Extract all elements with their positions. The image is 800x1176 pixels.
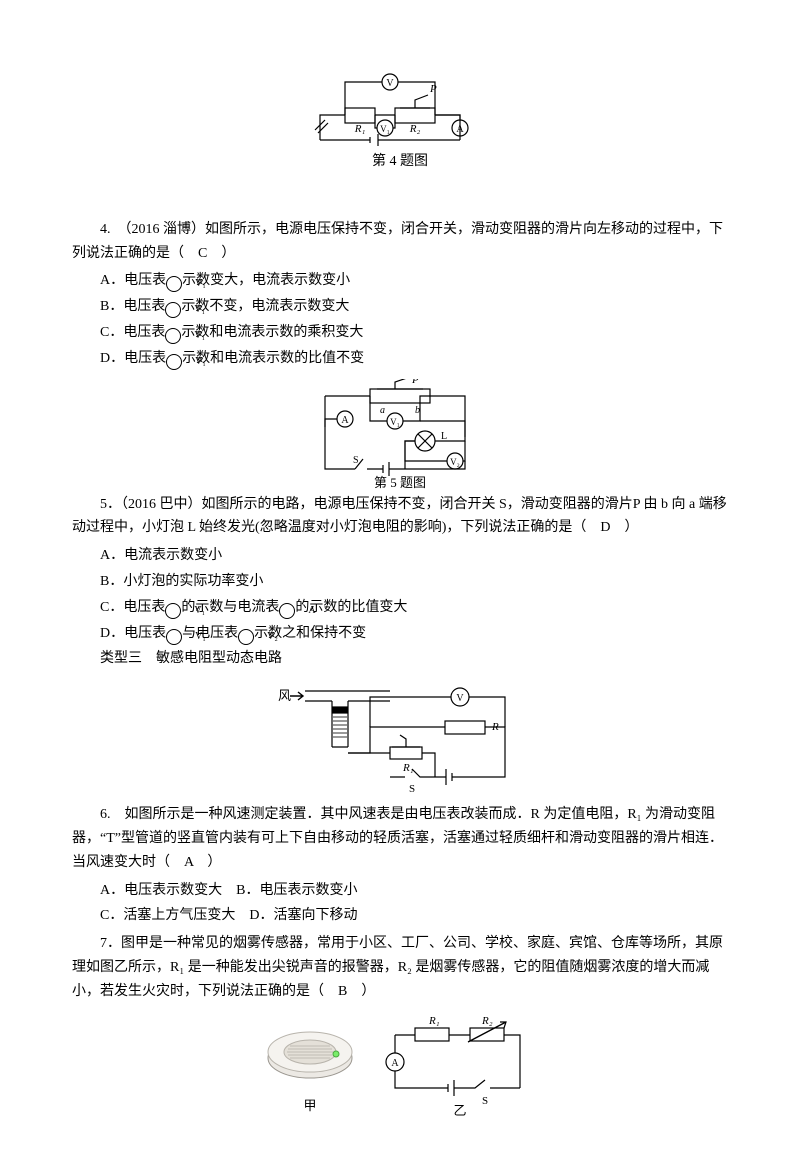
q6-stem: 6. 如图所示是一种风速测定装置．其中风速表是由电压表改装而成．R 为定值电阻，…	[72, 803, 728, 874]
v1-label: V₁	[380, 124, 390, 134]
v1-icon: V₁	[166, 354, 182, 370]
v-label: V	[456, 693, 464, 704]
b-pt: b	[415, 405, 420, 416]
figure-6: 风 V R R₁ S	[72, 677, 728, 797]
q4-opt-a: A．电压表V₁示数变大，电流表示数变小	[72, 269, 728, 293]
v1-icon: V₁	[165, 328, 181, 344]
figure-5-svg: A V₁ V₂ P a b L S 第 5 题图	[315, 379, 485, 489]
page-container: V V₁ A R₁ R₂ P 第 4 题图 4. （2016 淄博）如图所示，电…	[0, 0, 800, 1176]
r-label: R	[491, 721, 499, 733]
s-label: S	[482, 1095, 488, 1107]
fig7-left-caption: 甲	[303, 1098, 316, 1113]
type3-title: 类型三 敏感电阻型动态电路	[72, 647, 728, 671]
r2-label: R₂	[481, 1015, 493, 1027]
v1-icon: V₁	[166, 276, 182, 292]
figure-4: V V₁ A R₁ R₂ P 第 4 题图	[72, 70, 728, 174]
q4-stem: 4. （2016 淄博）如图所示，电源电压保持不变，闭合开关，滑动变阻器的滑片向…	[72, 218, 728, 266]
p-label: P	[429, 83, 437, 95]
s-label: S	[353, 455, 359, 466]
fig5-caption: 第 5 题图	[374, 475, 426, 489]
a-label: A	[341, 415, 349, 426]
q5-opt-b: B．小灯泡的实际功率变小	[72, 570, 728, 594]
q4-opt-c: C．电压表V₁示数和电流表示数的乘积变大	[72, 321, 728, 345]
q5-opt-c: C．电压表V₁的示数与电流表A的示数的比值变大	[72, 596, 728, 620]
v2-label: V₂	[450, 457, 460, 467]
fig7-right-caption: 乙	[453, 1103, 466, 1118]
l-label: L	[441, 431, 447, 442]
a-pt: a	[380, 405, 385, 416]
q5-opt-d: D．电压表V₁与电压表V₂示数之和保持不变	[72, 622, 728, 646]
figure-4-svg: V V₁ A R₁ R₂ P	[300, 70, 500, 150]
a-label: A	[456, 124, 464, 135]
v1-label: V₁	[390, 417, 400, 427]
wind-label: 风	[278, 688, 291, 703]
v1-icon: V₁	[165, 603, 181, 619]
v2-icon: V₂	[238, 629, 254, 645]
q7-stem: 7．图甲是一种常见的烟雾传感器，常用于小区、工厂、公司、学校、家庭、宾馆、仓库等…	[72, 932, 728, 1003]
q5-opt-a: A．电流表示数变小	[72, 544, 728, 568]
figure-7-svg: A R₁ R₂ S 甲 乙	[250, 1010, 550, 1130]
s-label: S	[409, 783, 415, 795]
r2-label: R₂	[409, 123, 421, 135]
figure-6-svg: 风 V R R₁ S	[270, 677, 530, 797]
v1-icon: V₁	[166, 629, 182, 645]
r1-label: R₁	[354, 123, 366, 135]
a-icon: A	[279, 603, 295, 619]
q4-opt-d: D．电压表V₁示数和电流表示数的比值不变	[72, 347, 728, 371]
detector-icon	[268, 1032, 352, 1078]
p-label: P	[411, 379, 419, 386]
v-label: V	[386, 78, 394, 89]
q4-opt-b: B．电压表V₁示数不变，电流表示数变大	[72, 295, 728, 319]
figure-7: A R₁ R₂ S 甲 乙	[72, 1010, 728, 1130]
v1-icon: V₁	[165, 302, 181, 318]
q5-stem: 5．（2016 巴中）如图所示的电路，电源电压保持不变，闭合开关 S，滑动变阻器…	[72, 493, 728, 541]
fig4-caption: 第 4 题图	[372, 150, 428, 174]
r1-label: R₁	[402, 762, 414, 774]
a-label: A	[391, 1058, 399, 1069]
figure-5: A V₁ V₂ P a b L S 第 5 题图	[72, 379, 728, 489]
q6-opt-ab: A．电压表示数变大 B．电压表示数变小	[72, 879, 728, 903]
q6-opt-cd: C．活塞上方气压变大 D．活塞向下移动	[72, 904, 728, 928]
r1-label: R₁	[428, 1015, 440, 1027]
circuit-yi	[386, 1022, 520, 1096]
